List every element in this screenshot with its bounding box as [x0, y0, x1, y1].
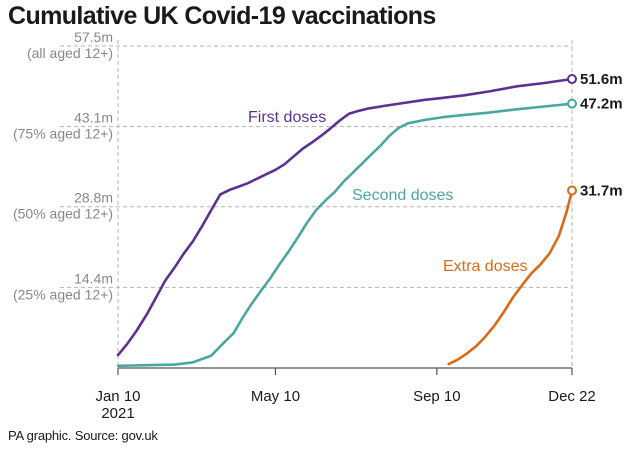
source-note: PA graphic. Source: gov.uk	[8, 428, 158, 443]
y-tick-sublabel: (75% aged 12+)	[13, 126, 113, 142]
series-label: First doses	[248, 109, 326, 126]
y-tick-sublabel: (50% aged 12+)	[13, 206, 113, 222]
x-tick-label: Sep 10	[413, 388, 461, 405]
series-layer	[116, 74, 577, 368]
series-end-marker	[567, 74, 577, 85]
chart-title: Cumulative UK Covid-19 vaccinations	[8, 2, 436, 30]
series-line	[116, 102, 574, 368]
series-end-value: 51.6m	[580, 71, 623, 88]
x-tick-sublabel: 2021	[101, 405, 134, 422]
grid-layer	[60, 40, 573, 368]
x-tick-label: May 10	[251, 388, 300, 405]
series-end-value: 31.7m	[580, 182, 623, 199]
series-end-marker	[567, 185, 577, 196]
label-layer: 57.5m(all aged 12+) 43.1m(75% aged 12+) 28…	[13, 29, 623, 422]
y-tick-label: 14.4m	[74, 270, 113, 286]
y-tick-label: 43.1m	[74, 110, 113, 126]
y-tick-label: 28.8m	[74, 190, 113, 206]
x-tick-label: Jan 10	[95, 388, 140, 405]
series-line	[116, 77, 574, 357]
y-tick-sublabel: (25% aged 12+)	[13, 286, 113, 302]
series-label: Second doses	[352, 187, 453, 204]
series-end-marker	[567, 98, 577, 109]
series-line	[447, 189, 574, 366]
y-tick-sublabel: (all aged 12+)	[27, 45, 113, 61]
x-tick-label: Dec 22	[548, 388, 596, 405]
y-tick-label: 57.5m	[74, 29, 113, 45]
axis-layer	[117, 367, 573, 375]
series-label: Extra doses	[443, 258, 527, 275]
series-end-value: 47.2m	[580, 96, 623, 113]
